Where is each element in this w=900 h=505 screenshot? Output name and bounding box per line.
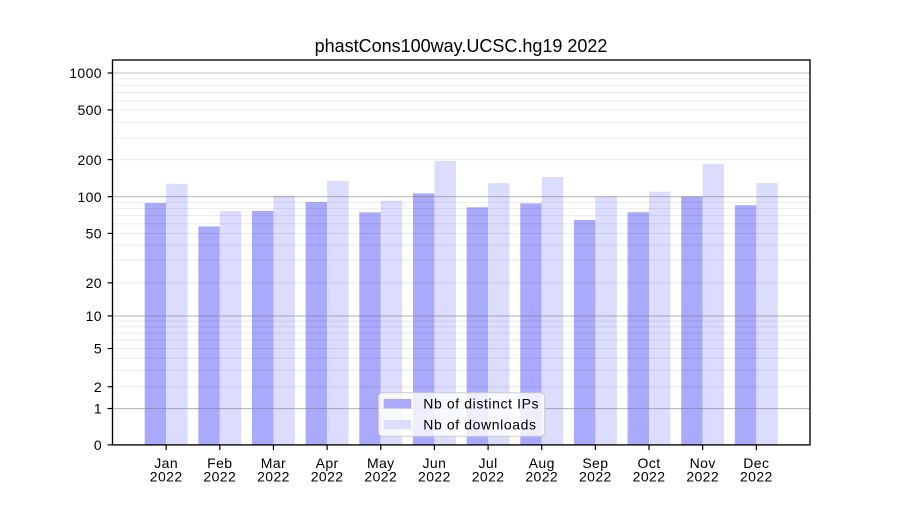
svg-text:2022: 2022	[150, 469, 183, 485]
svg-text:Nov: Nov	[690, 455, 716, 471]
svg-text:phastCons100way.UCSC.hg19 2022: phastCons100way.UCSC.hg19 2022	[315, 36, 608, 56]
svg-text:50: 50	[86, 226, 102, 242]
svg-text:Nb of downloads: Nb of downloads	[423, 416, 536, 432]
svg-text:Oct: Oct	[638, 455, 661, 471]
svg-text:Jul: Jul	[479, 455, 498, 471]
svg-text:200: 200	[77, 152, 102, 168]
svg-text:2022: 2022	[311, 469, 344, 485]
svg-text:1: 1	[94, 401, 102, 417]
svg-text:Mar: Mar	[261, 455, 286, 471]
svg-text:Jun: Jun	[423, 455, 447, 471]
svg-text:Sep: Sep	[582, 455, 608, 471]
svg-text:1000: 1000	[69, 65, 102, 81]
svg-text:2022: 2022	[257, 469, 290, 485]
svg-text:100: 100	[77, 189, 102, 205]
svg-text:500: 500	[77, 102, 102, 118]
svg-text:2022: 2022	[203, 469, 236, 485]
svg-text:5: 5	[94, 341, 102, 357]
svg-text:2022: 2022	[472, 469, 505, 485]
svg-text:2022: 2022	[686, 469, 719, 485]
svg-text:Feb: Feb	[207, 455, 232, 471]
svg-text:2022: 2022	[740, 469, 773, 485]
svg-text:2022: 2022	[418, 469, 451, 485]
svg-text:2: 2	[94, 379, 102, 395]
svg-text:10: 10	[86, 308, 102, 324]
svg-text:2022: 2022	[364, 469, 397, 485]
svg-text:Nb of distinct IPs: Nb of distinct IPs	[423, 395, 539, 411]
svg-text:Apr: Apr	[316, 455, 339, 471]
svg-text:2022: 2022	[579, 469, 612, 485]
svg-text:0: 0	[94, 437, 102, 453]
svg-text:Dec: Dec	[743, 455, 769, 471]
svg-text:2022: 2022	[633, 469, 666, 485]
svg-text:May: May	[367, 455, 395, 471]
svg-text:Jan: Jan	[154, 455, 178, 471]
svg-text:20: 20	[86, 275, 102, 291]
svg-text:2022: 2022	[525, 469, 558, 485]
svg-text:Aug: Aug	[529, 455, 555, 471]
